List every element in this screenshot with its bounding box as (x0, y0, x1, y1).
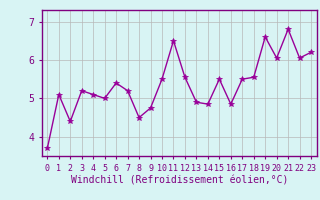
X-axis label: Windchill (Refroidissement éolien,°C): Windchill (Refroidissement éolien,°C) (70, 175, 288, 185)
